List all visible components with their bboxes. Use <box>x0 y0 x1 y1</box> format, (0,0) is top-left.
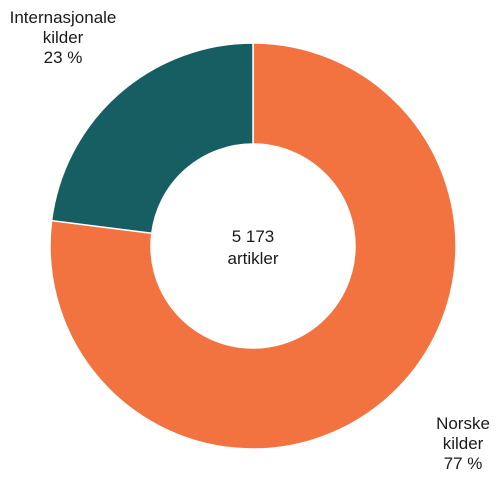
label-line: kilder <box>42 28 84 47</box>
donut-slice-norske <box>49 42 457 450</box>
label-value: 77 % <box>443 454 483 473</box>
label-value: 23 % <box>43 48 83 67</box>
donut-slices <box>49 42 457 450</box>
label-internasjonale-kilder: Internasjonale kilder 23 % <box>2 8 124 68</box>
total-value: 5 173 <box>231 227 275 246</box>
donut-center-total: 5 173 artikler <box>175 226 331 270</box>
label-norske-kilder: Norske kilder 77 % <box>428 414 498 474</box>
label-line: Norske <box>436 414 490 433</box>
label-line: kilder <box>442 434 484 453</box>
total-unit: artikler <box>227 249 279 268</box>
donut-slice-internasjonale <box>50 42 254 235</box>
label-line: Internasjonale <box>9 8 117 27</box>
